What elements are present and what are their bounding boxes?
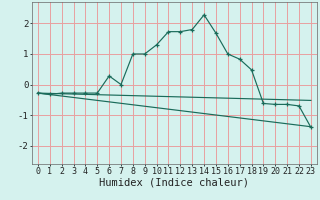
X-axis label: Humidex (Indice chaleur): Humidex (Indice chaleur) — [100, 177, 249, 187]
